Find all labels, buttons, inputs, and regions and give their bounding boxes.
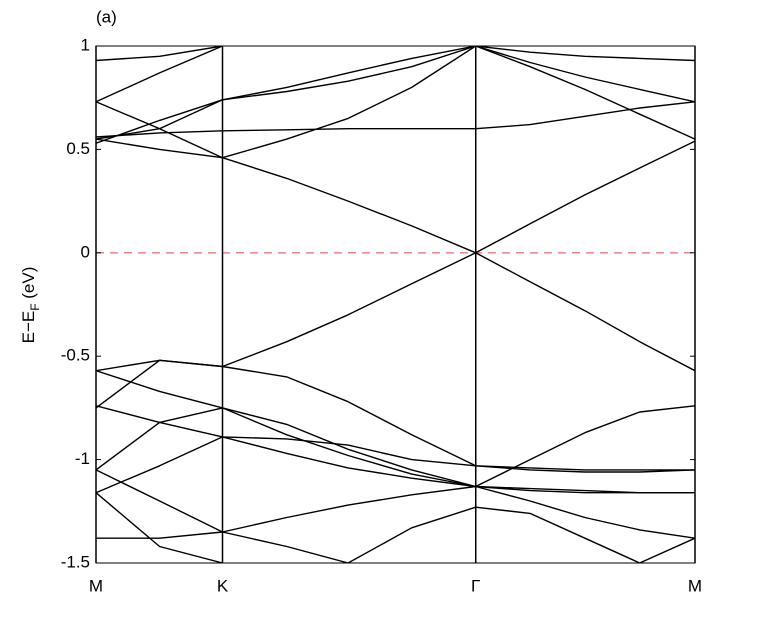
y-tick-label: 0.5 (66, 139, 90, 158)
x-tick-label: M (89, 576, 103, 595)
band-line (96, 46, 695, 140)
band-line (96, 492, 223, 563)
x-tick-label: Γ (471, 576, 480, 595)
y-tick-label: -1 (75, 449, 90, 468)
band-line (347, 506, 695, 563)
y-tick-label: -0.5 (61, 346, 90, 365)
y-tick-label: -1.5 (61, 552, 90, 571)
band-line (96, 138, 695, 254)
y-axis-label: E−EF (eV) (19, 267, 42, 344)
band-line (96, 46, 223, 103)
band-line (96, 101, 695, 138)
band-line (96, 46, 223, 62)
band-line (96, 46, 695, 159)
band-line (96, 405, 695, 488)
x-tick-label: K (217, 576, 229, 595)
band-line (96, 370, 695, 539)
y-tick-label: 0 (81, 242, 90, 261)
y-label-sub: F (28, 303, 42, 310)
band-line (96, 436, 695, 494)
chart-title: (a) (96, 7, 117, 26)
x-tick-label: M (688, 576, 702, 595)
y-label-unit: (eV) (19, 267, 38, 304)
band-line (96, 359, 695, 473)
y-tick-label: 1 (81, 35, 90, 54)
band-line (96, 485, 695, 539)
plot-area (96, 46, 695, 563)
band-line (96, 405, 695, 471)
band-line (96, 46, 695, 144)
y-label-main: E−E (19, 311, 38, 344)
